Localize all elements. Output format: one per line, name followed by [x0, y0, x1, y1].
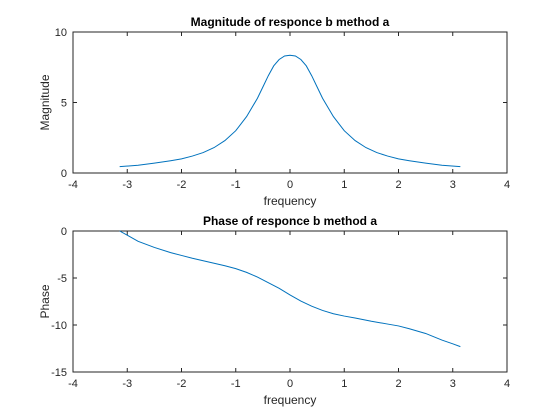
magnitude-axes: -4 -3 -2 -1 0 1 2 3 4 0 5 10 Magnitude of responce b…: [38, 15, 510, 208]
magnitude-plot-frame: [72, 31, 508, 174]
phase-x-tick-label: 0: [287, 378, 293, 390]
magnitude-chart-title: Magnitude of responce b method a: [191, 15, 390, 29]
magnitude-x-tick-label: 2: [395, 179, 401, 191]
phase-x-tick-label: 3: [450, 378, 456, 390]
magnitude-x-tick-label: -3: [122, 179, 132, 191]
magnitude-series-line: [119, 54, 461, 168]
magnitude-x-tick-label: -2: [177, 179, 187, 191]
magnitude-x-tick-label: -4: [68, 179, 78, 191]
magnitude-y-tick-label: 0: [61, 168, 67, 180]
magnitude-y-axis-label: Magnitude: [38, 74, 52, 130]
magnitude-x-axis-label: frequency: [264, 194, 317, 208]
phase-y-tick-label: -5: [57, 273, 67, 285]
magnitude-x-tick-label: 1: [341, 179, 347, 191]
phase-x-tick-label: 1: [341, 378, 347, 390]
phase-y-tick-label: -15: [51, 367, 67, 379]
phase-chart-title: Phase of responce b method a: [203, 214, 377, 228]
phase-y-tick-label: 0: [61, 226, 67, 238]
magnitude-x-tick-label: 3: [450, 179, 456, 191]
phase-x-tick-label: 4: [504, 378, 510, 390]
phase-x-tick-label: -3: [122, 378, 132, 390]
phase-x-tick-label: -2: [177, 378, 187, 390]
phase-x-tick-label: -1: [231, 378, 241, 390]
phase-y-axis-label: Phase: [38, 284, 52, 318]
phase-x-tick-label: 2: [395, 378, 401, 390]
phase-x-tick-label: -4: [68, 378, 78, 390]
magnitude-x-tick-label: -1: [231, 179, 241, 191]
magnitude-y-tick-label: 5: [61, 98, 67, 110]
phase-x-axis-label: frequency: [264, 393, 317, 407]
phase-y-tick-label: -10: [51, 320, 67, 332]
magnitude-x-tick-label: 4: [504, 179, 510, 191]
magnitude-y-tick-label: 10: [55, 27, 67, 39]
magnitude-x-tick-label: 0: [287, 179, 293, 191]
phase-plot-frame: [72, 230, 508, 373]
phase-series-line: [119, 230, 461, 348]
